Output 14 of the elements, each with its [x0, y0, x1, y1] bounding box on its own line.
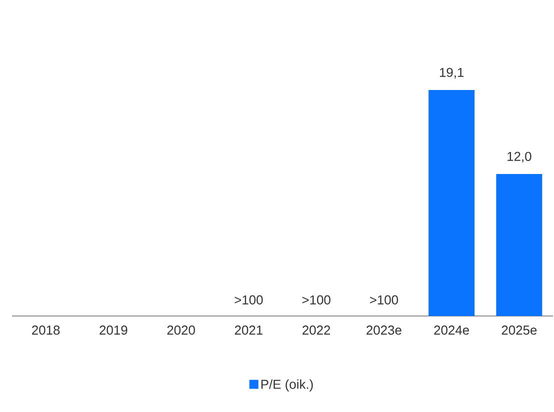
- x-tick-label: 2019: [100, 326, 128, 335]
- legend-label: P/E (oik.): [261, 379, 313, 392]
- text: >100: [302, 295, 330, 304]
- text: >100: [234, 295, 263, 304]
- data-label: 12,0: [508, 152, 532, 163]
- x-tick-label: 2021: [234, 326, 262, 335]
- x-tick-label: 2018: [32, 326, 60, 335]
- text: >100: [370, 295, 398, 304]
- x-tick-label: 2020: [167, 326, 195, 335]
- x-tick-label: 2025e: [502, 326, 537, 335]
- x-tick-label: 2022: [302, 326, 330, 335]
- x-tick-label: 2024e: [434, 326, 469, 335]
- data-label: 19,1: [440, 68, 464, 79]
- x-tick-label: 2023e: [366, 326, 402, 335]
